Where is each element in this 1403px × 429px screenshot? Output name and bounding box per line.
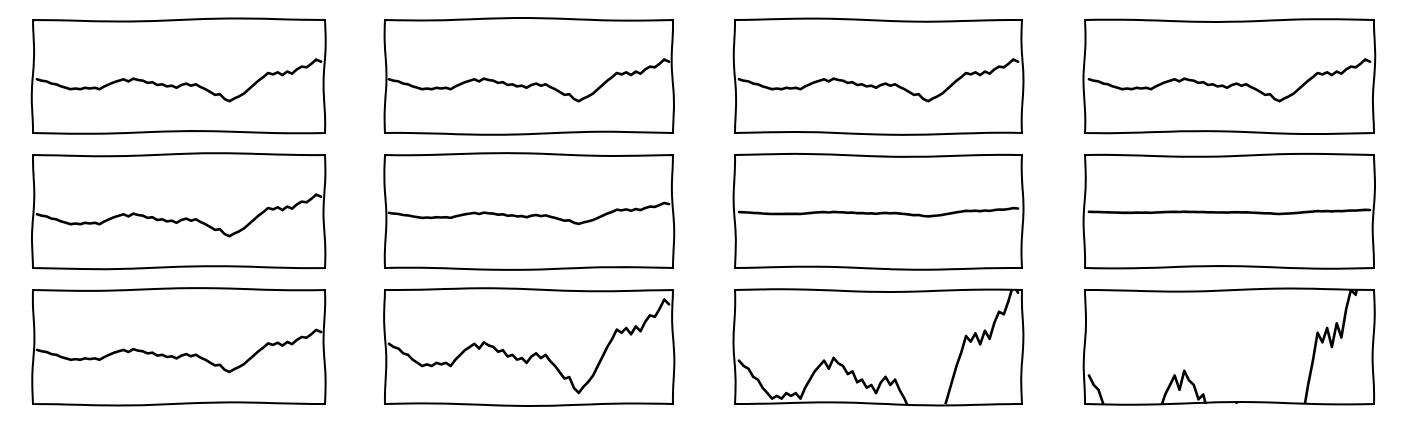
data-line — [1087, 58, 1372, 103]
data-line — [737, 206, 1020, 218]
data-line — [387, 58, 671, 103]
data-line — [1087, 208, 1372, 216]
data-line — [35, 328, 323, 374]
frame — [1082, 152, 1376, 270]
frame — [30, 17, 327, 135]
panel — [1082, 287, 1376, 406]
data-line — [387, 201, 671, 226]
frame — [383, 287, 676, 408]
frame — [732, 152, 1025, 271]
frame — [1082, 18, 1377, 135]
data-line — [737, 290, 1020, 404]
frame — [1082, 287, 1376, 406]
panel — [30, 17, 327, 135]
frame — [383, 17, 676, 136]
data-line — [35, 58, 323, 103]
panel — [383, 287, 676, 408]
frame — [383, 152, 676, 271]
data-line — [1087, 290, 1358, 404]
panel — [1082, 152, 1376, 270]
panel — [31, 152, 327, 271]
panel — [732, 17, 1025, 136]
panel — [1082, 18, 1377, 135]
panel — [383, 17, 676, 136]
frame — [732, 288, 1025, 407]
panel — [383, 152, 676, 271]
data-line — [35, 193, 323, 238]
panel — [31, 287, 327, 407]
data-line — [387, 298, 671, 395]
panel — [732, 288, 1025, 407]
data-line — [737, 58, 1020, 103]
frame — [31, 287, 327, 407]
frame — [31, 152, 327, 271]
frame — [732, 17, 1025, 136]
panel — [732, 152, 1025, 271]
